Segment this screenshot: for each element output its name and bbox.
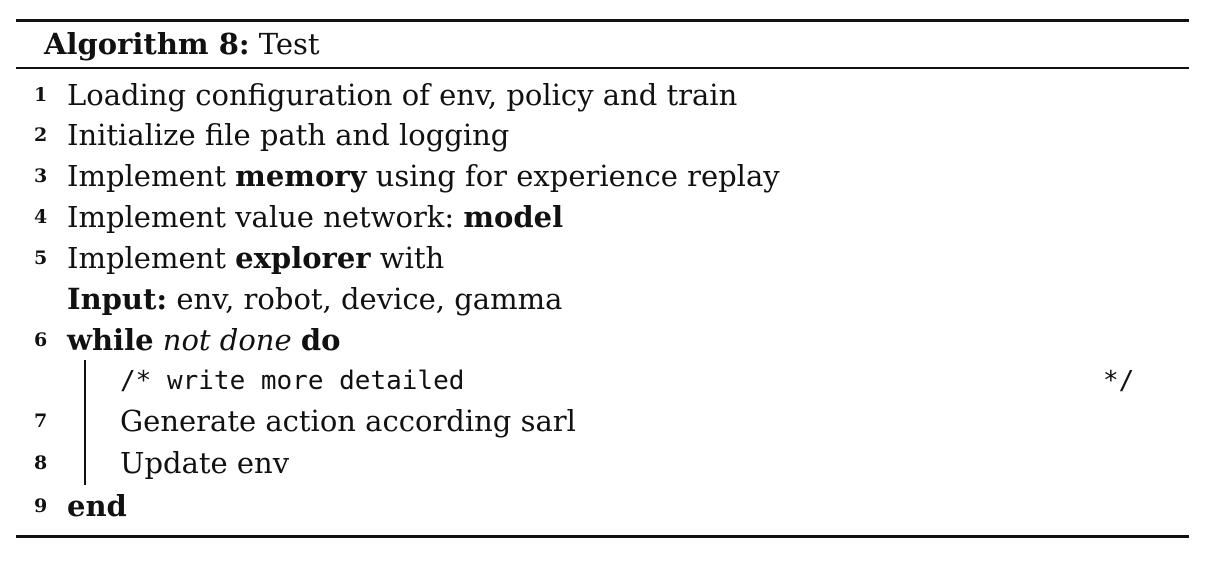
line-number: 9 xyxy=(34,495,48,517)
top-rule xyxy=(16,19,1189,22)
line-text-pre: Implement xyxy=(67,241,236,275)
line-number: 1 xyxy=(34,84,48,106)
line-text-post: with xyxy=(370,241,445,275)
line-text: end xyxy=(67,488,127,524)
keyword-input: Input: xyxy=(67,282,168,316)
line-number: 8 xyxy=(34,452,48,474)
line-text: while not done do xyxy=(67,322,340,358)
header-rule xyxy=(16,67,1189,69)
line-number: 6 xyxy=(34,329,48,351)
keyword-while: while xyxy=(67,323,154,357)
input-params: env, robot, device, gamma xyxy=(167,282,563,316)
line-text: Initialize file path and logging xyxy=(67,118,510,152)
loop-body-bar xyxy=(84,360,86,485)
line-text: Implement memory using for experience re… xyxy=(67,158,780,194)
line-text-pre: Implement xyxy=(67,159,236,193)
keyword-memory: memory xyxy=(235,159,367,193)
keyword-end: end xyxy=(67,489,127,523)
comment-close: */ xyxy=(1103,366,1135,396)
line-text: Implement value network: model xyxy=(67,199,563,235)
line-text: Update env xyxy=(120,446,290,480)
line-number: 7 xyxy=(34,410,48,432)
line-number: 2 xyxy=(34,124,48,146)
loop-condition: not done xyxy=(162,323,292,357)
line-text: Implement explorer with xyxy=(67,240,444,276)
line-number: 3 xyxy=(34,165,48,187)
algorithm-label: Algorithm 8: xyxy=(44,27,250,61)
line-text: Generate action according sarl xyxy=(120,404,576,438)
comment-open: /* write more detailed xyxy=(120,366,465,396)
keyword-explorer: explorer xyxy=(235,241,371,275)
algorithm-name: Test xyxy=(258,27,320,61)
line-number: 5 xyxy=(34,247,48,269)
line-text: Loading configuration of env, policy and… xyxy=(67,78,738,112)
bottom-rule xyxy=(16,535,1189,538)
line-text-pre: Implement value network: xyxy=(67,200,464,234)
algorithm-title: Algorithm 8: Test xyxy=(44,26,320,62)
line-text-post: using for experience replay xyxy=(366,159,780,193)
line-number: 4 xyxy=(34,206,48,228)
keyword-do: do xyxy=(300,323,341,357)
line-text: Input: env, robot, device, gamma xyxy=(67,281,562,317)
algorithm-comment-line: /* write more detailed */ xyxy=(0,363,1218,399)
keyword-model: model xyxy=(463,200,564,234)
